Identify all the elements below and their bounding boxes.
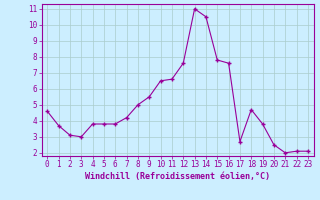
X-axis label: Windchill (Refroidissement éolien,°C): Windchill (Refroidissement éolien,°C) bbox=[85, 172, 270, 181]
